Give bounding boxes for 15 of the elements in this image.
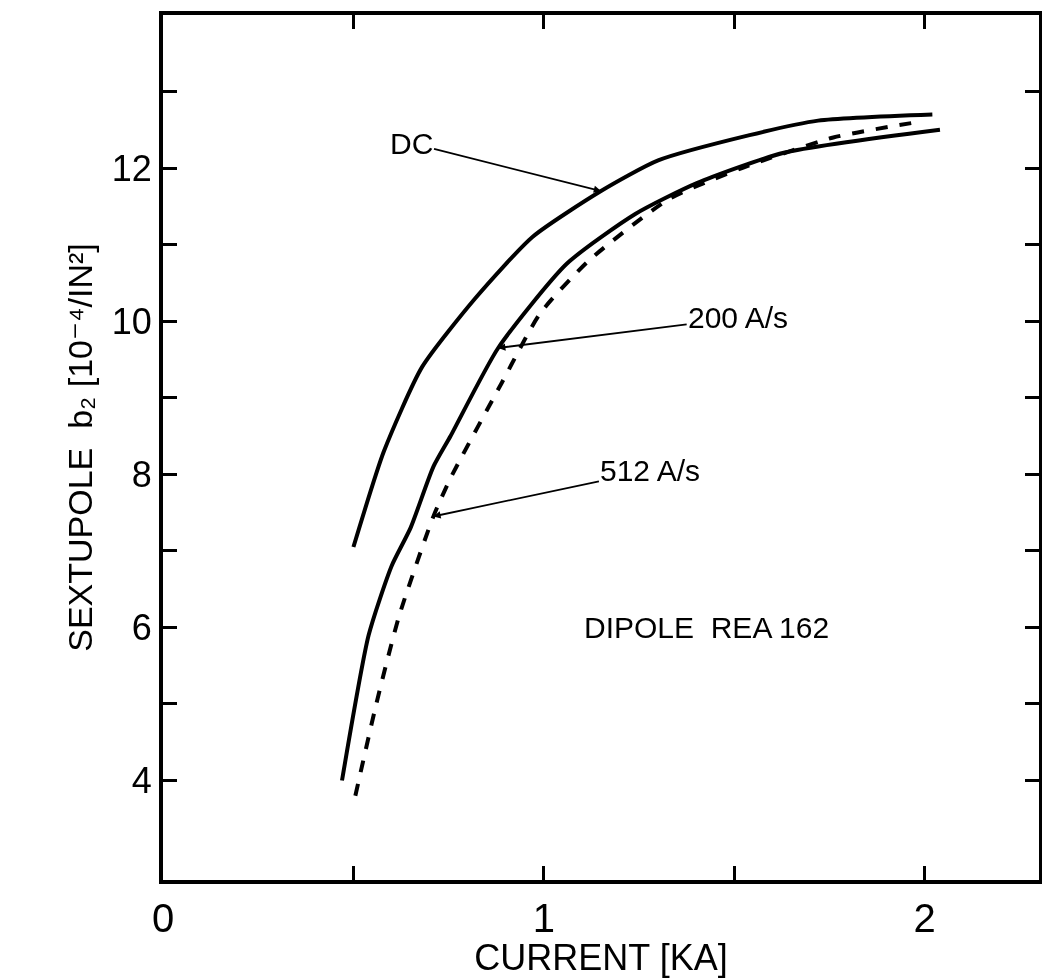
y-tick-label: 10 <box>111 300 152 342</box>
annotation: 512 A/s <box>600 454 701 487</box>
y-tick-label: 12 <box>111 147 152 189</box>
annotation: 200 A/s <box>688 301 789 334</box>
x-tick-label: 1 <box>532 896 555 940</box>
y-tick-label: 6 <box>131 606 152 648</box>
y-axis-title: SEXTUPOLE b₂ [10⁻⁴/IN²] <box>60 243 99 652</box>
y-tick-label: 8 <box>131 453 152 495</box>
x-axis-title: CURRENT [KA] <box>474 937 728 978</box>
line-series <box>351 112 935 550</box>
x-tick-label: 2 <box>913 896 936 940</box>
x-tick-label: 0 <box>151 896 175 940</box>
annotation: DC <box>390 127 434 160</box>
y-tick-label: 4 <box>131 760 152 802</box>
annotation: DIPOLE REA 162 <box>584 611 830 644</box>
